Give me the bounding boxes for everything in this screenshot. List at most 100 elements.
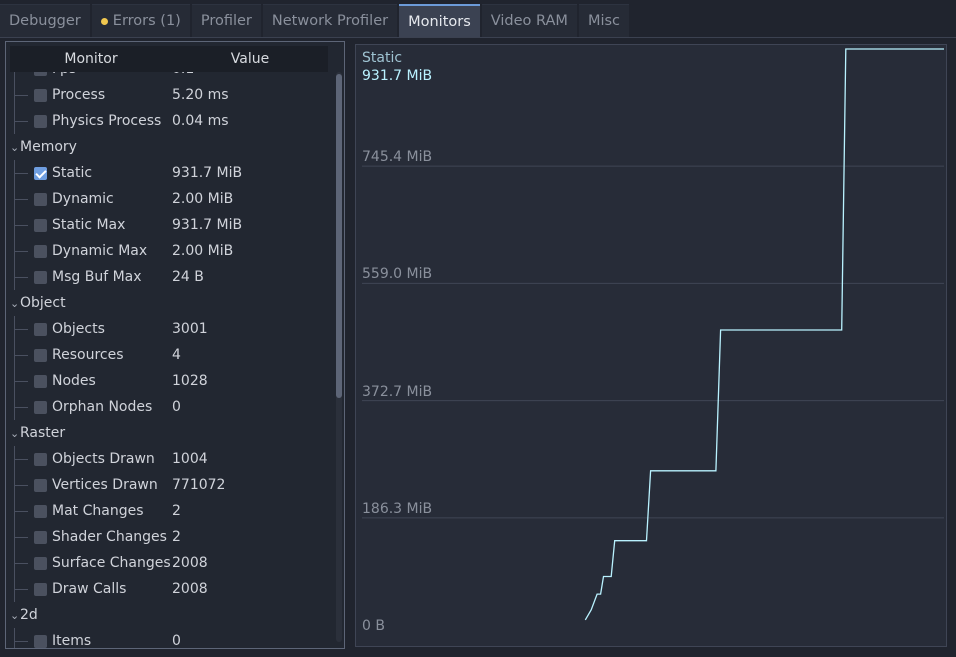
monitor-row-dynamic-max[interactable]: Dynamic Max 2.00 MiB <box>6 238 336 264</box>
graph-series-name: Static <box>362 50 403 66</box>
monitor-value: 1004 <box>172 451 208 467</box>
monitor-row-static[interactable]: Static 931.7 MiB <box>6 160 336 186</box>
monitor-checkbox[interactable] <box>34 244 47 258</box>
chevron-down-icon[interactable]: ⌄ <box>10 296 20 310</box>
monitor-checkbox[interactable] <box>34 374 47 388</box>
monitor-label: Shader Changes <box>52 529 167 545</box>
monitor-row-physics-process[interactable]: Physics Process 0.04 ms <box>6 108 336 134</box>
monitor-row-objects-drawn[interactable]: Objects Drawn 1004 <box>6 446 336 472</box>
column-header-monitor[interactable]: Monitor <box>64 51 118 67</box>
tree-scrollbar[interactable] <box>336 72 342 642</box>
monitor-value: 3001 <box>172 321 208 337</box>
tab-network-profiler[interactable]: Network Profiler <box>262 4 398 37</box>
tab-monitors[interactable]: Monitors <box>399 4 480 37</box>
monitor-checkbox[interactable] <box>34 270 47 284</box>
monitor-row-orphan-nodes[interactable]: Orphan Nodes 0 <box>6 394 336 420</box>
category-label: 2d <box>20 607 38 623</box>
monitor-row-draw-calls[interactable]: Draw Calls 2008 <box>6 576 336 602</box>
monitor-label: Static <box>52 165 93 181</box>
monitor-value: 2.00 MiB <box>172 191 234 207</box>
y-tick-label: 745.4 MiB <box>362 149 433 166</box>
monitor-row-items[interactable]: Items 0 <box>6 628 336 649</box>
monitor-label: Objects Drawn <box>52 451 155 467</box>
monitor-row-static-max[interactable]: Static Max 931.7 MiB <box>6 212 336 238</box>
error-indicator-icon <box>100 17 108 25</box>
graph-series-value: 931.7 MiB <box>362 68 433 84</box>
tab-label: Errors (1) <box>112 13 181 29</box>
monitor-value: 931.7 MiB <box>172 165 243 181</box>
monitor-checkbox[interactable] <box>34 634 47 648</box>
monitor-checkbox[interactable] <box>34 582 47 596</box>
tab-label: Profiler <box>200 13 252 29</box>
tab-misc[interactable]: Misc <box>578 4 630 37</box>
monitor-checkbox[interactable] <box>34 218 47 232</box>
monitor-checkbox[interactable] <box>34 504 47 518</box>
y-tick-label: 372.7 MiB <box>362 383 433 400</box>
monitor-row-mat-changes[interactable]: Mat Changes 2 <box>6 498 336 524</box>
category-raster[interactable]: ⌄ Raster <box>6 420 336 446</box>
category-label: Object <box>20 295 66 311</box>
monitor-checkbox[interactable] <box>34 478 47 492</box>
monitor-label: Fps <box>52 72 76 77</box>
tree-scrollbar-thumb[interactable] <box>336 74 342 398</box>
monitor-row-surface-changes[interactable]: Surface Changes 2008 <box>6 550 336 576</box>
monitor-label: Resources <box>52 347 124 363</box>
monitor-row-nodes[interactable]: Nodes 1028 <box>6 368 336 394</box>
tab-label: Video RAM <box>490 13 568 29</box>
monitor-checkbox[interactable] <box>34 400 47 414</box>
monitor-checkbox[interactable] <box>34 556 47 570</box>
category-memory[interactable]: ⌄ Memory <box>6 134 336 160</box>
category-label: Raster <box>20 425 66 441</box>
monitor-value: 0 <box>172 399 181 415</box>
monitor-checkbox[interactable] <box>34 452 47 466</box>
monitor-row-shader-changes[interactable]: Shader Changes 2 <box>6 524 336 550</box>
monitor-row-resources[interactable]: Resources 4 <box>6 342 336 368</box>
monitor-label: Nodes <box>52 373 96 389</box>
chevron-down-icon[interactable]: ⌄ <box>10 140 20 154</box>
monitor-row-process[interactable]: Process 5.20 ms <box>6 82 336 108</box>
tab-errors-1[interactable]: Errors (1) <box>91 4 190 37</box>
monitor-row-fps[interactable]: Fps 0.1 <box>6 72 336 82</box>
monitor-value: 2 <box>172 529 181 545</box>
y-tick-label: 0 B <box>362 618 385 634</box>
monitor-label: Dynamic Max <box>52 243 148 259</box>
monitor-label: Orphan Nodes <box>52 399 153 415</box>
monitor-label: Draw Calls <box>52 581 127 597</box>
monitor-row-objects[interactable]: Objects 3001 <box>6 316 336 342</box>
monitor-checkbox[interactable] <box>34 530 47 544</box>
tab-profiler[interactable]: Profiler <box>191 4 261 37</box>
tab-video-ram[interactable]: Video RAM <box>481 4 577 37</box>
monitor-label: Mat Changes <box>52 503 144 519</box>
category-object[interactable]: ⌄ Object <box>6 290 336 316</box>
monitor-row-dynamic[interactable]: Dynamic 2.00 MiB <box>6 186 336 212</box>
monitor-checkbox[interactable] <box>34 348 47 362</box>
monitor-checkbox[interactable] <box>34 166 47 180</box>
monitor-label: Objects <box>52 321 105 337</box>
monitor-value: 2.00 MiB <box>172 243 234 259</box>
monitor-checkbox[interactable] <box>34 88 47 102</box>
monitor-label: Physics Process <box>52 113 162 129</box>
monitor-checkbox[interactable] <box>34 192 47 206</box>
series-line-static <box>584 48 944 621</box>
y-tick-label: 559.0 MiB <box>362 266 433 283</box>
chevron-down-icon[interactable]: ⌄ <box>10 608 20 622</box>
monitor-value: 4 <box>172 347 181 363</box>
column-header-value[interactable]: Value <box>230 51 270 67</box>
tab-label: Network Profiler <box>271 13 389 29</box>
monitor-row-vertices-drawn[interactable]: Vertices Drawn 771072 <box>6 472 336 498</box>
monitor-label: Items <box>52 633 92 649</box>
monitor-checkbox[interactable] <box>34 322 47 336</box>
chevron-down-icon[interactable]: ⌄ <box>10 426 20 440</box>
category-2d[interactable]: ⌄ 2d <box>6 602 336 628</box>
monitor-checkbox[interactable] <box>34 72 47 76</box>
tab-label: Misc <box>587 13 621 29</box>
monitor-row-msg-buf-max[interactable]: Msg Buf Max 24 B <box>6 264 336 290</box>
monitor-checkbox[interactable] <box>34 114 47 128</box>
monitor-value: 2008 <box>172 581 208 597</box>
monitor-value: 5.20 ms <box>172 87 229 103</box>
monitor-value: 2 <box>172 503 181 519</box>
tab-label: Debugger <box>9 13 81 29</box>
monitor-value: 24 B <box>172 269 204 285</box>
tab-debugger[interactable]: Debugger <box>0 4 90 37</box>
graph-plot <box>362 48 944 621</box>
